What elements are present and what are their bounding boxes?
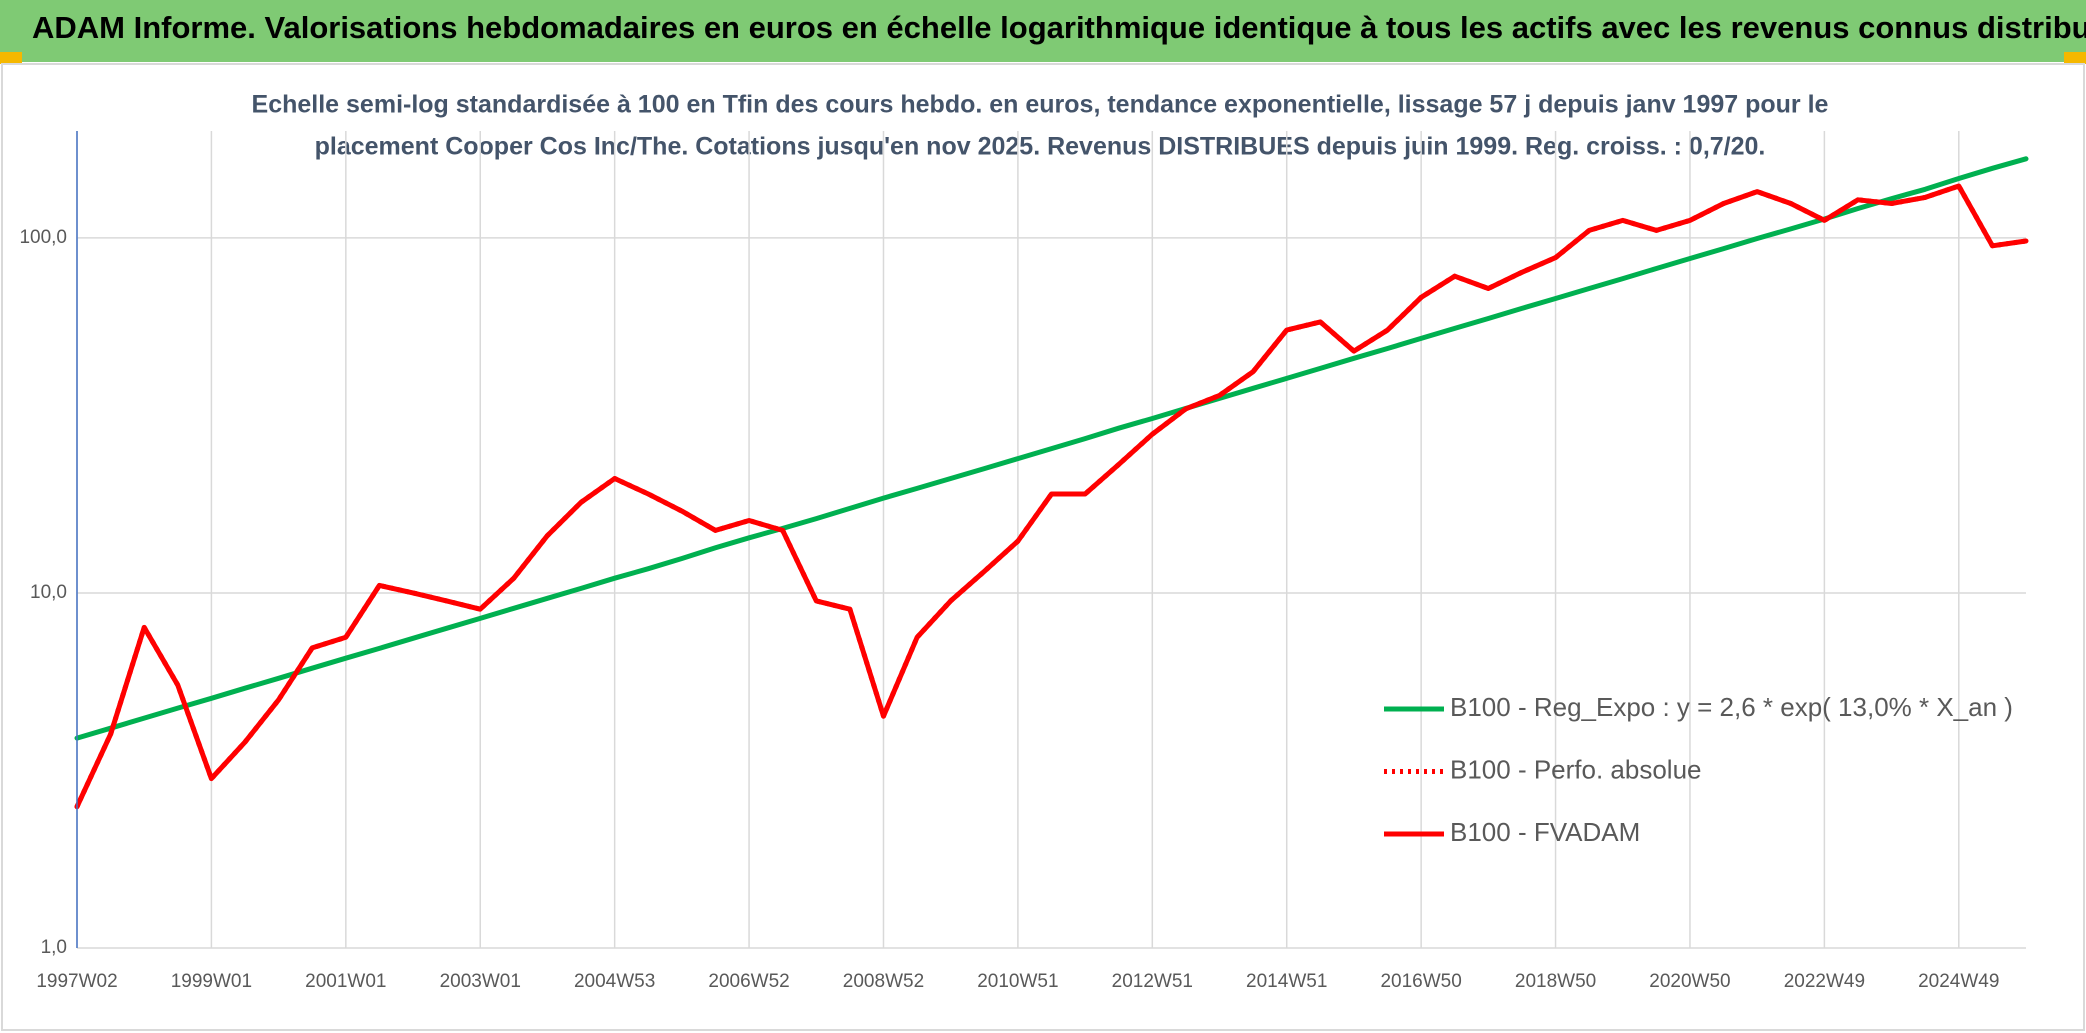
x-tick-label: 2020W50 [1649, 971, 1730, 992]
x-tick-label: 2016W50 [1380, 971, 1461, 992]
x-tick-label: 2004W53 [574, 971, 655, 992]
chart-subtitle: placement Cooper Cos Inc/The. Cotations … [315, 133, 1766, 161]
plot [74, 156, 2029, 810]
chart-title: ADAM Informe. Valorisations hebdomadaire… [32, 10, 2086, 45]
grid [76, 131, 2026, 949]
legend-label: B100 - FVADAM [1450, 817, 1640, 847]
legend-label: B100 - Reg_Expo : y = 2,6 * exp( 13,0% *… [1450, 692, 2013, 722]
x-tick-label: 2012W51 [1112, 971, 1193, 992]
x-tick-label: 2014W51 [1246, 971, 1327, 992]
title-bar [0, 0, 2086, 62]
y-tick-label: 10,0 [30, 582, 67, 603]
y-tick-label: 100,0 [19, 227, 67, 248]
x-tick-label: 2001W01 [305, 971, 386, 992]
x-tick-label: 2022W49 [1784, 971, 1865, 992]
x-tick-label: 1999W01 [171, 971, 252, 992]
x-tick-label: 2024W49 [1918, 971, 1999, 992]
chart-subtitle: Echelle semi-log standardisée à 100 en T… [252, 91, 1829, 119]
series-line [74, 183, 2029, 810]
y-tick-label: 1,0 [41, 937, 67, 958]
series-line [74, 156, 2029, 741]
frame [1, 63, 2085, 1031]
corner-mark [0, 52, 22, 64]
corner-mark [2064, 52, 2086, 64]
x-tick-label: 2006W52 [708, 971, 789, 992]
legend-label: B100 - Perfo. absolue [1450, 754, 1702, 784]
x-tick-label: 2003W01 [440, 971, 521, 992]
x-tick-label: 2010W51 [977, 971, 1058, 992]
x-tick-label: 1997W02 [36, 971, 117, 992]
x-tick-label: 2018W50 [1515, 971, 1596, 992]
x-tick-label: 2008W52 [843, 971, 924, 992]
